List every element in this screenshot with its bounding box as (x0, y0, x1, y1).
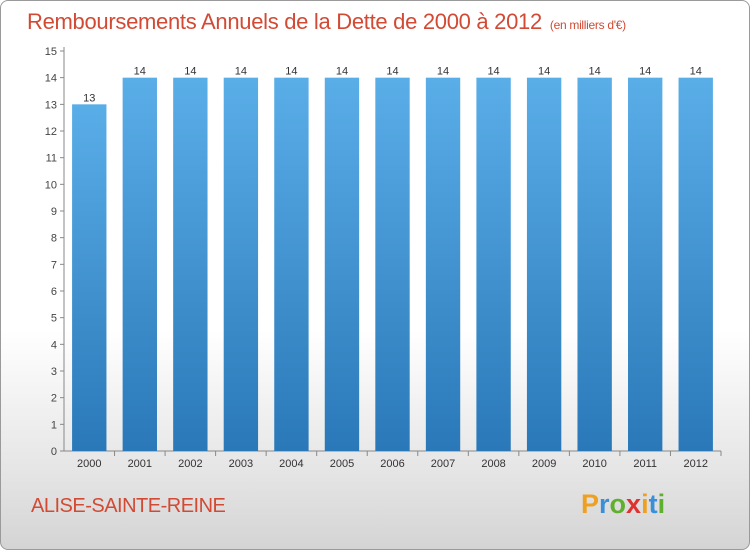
x-tick-label: 2012 (683, 458, 707, 470)
x-tick-label: 2008 (481, 458, 505, 470)
city-name: ALISE-SAINTE-REINE (31, 495, 226, 517)
chart-title-text: Remboursements Annuels de la Dette de 20… (27, 9, 542, 34)
y-tick-label: 11 (46, 153, 57, 165)
bar-value-label: 14 (336, 66, 348, 78)
bar (122, 77, 157, 452)
y-tick-label: 4 (51, 339, 57, 351)
bar-value-label: 14 (639, 66, 651, 78)
y-tick-label: 10 (45, 179, 57, 191)
x-tick-label: 2010 (582, 458, 606, 470)
bar (628, 77, 663, 452)
bar-value-label: 14 (134, 66, 146, 78)
y-tick-label: 5 (51, 313, 57, 325)
bar-value-label: 14 (235, 66, 247, 78)
y-tick-label: 12 (45, 126, 57, 138)
proxiti-logo[interactable]: Proxiti (581, 489, 665, 520)
y-tick-label: 1 (51, 419, 57, 431)
y-tick-label: 8 (51, 233, 57, 245)
y-tick-label: 0 (51, 446, 57, 458)
chart-title: Remboursements Annuels de la Dette de 20… (27, 9, 626, 35)
x-tick-label: 2004 (279, 458, 303, 470)
x-tick-label: 2001 (128, 458, 152, 470)
x-tick-label: 2003 (229, 458, 253, 470)
y-tick-label: 13 (45, 99, 57, 111)
x-tick-label: 2007 (431, 458, 455, 470)
y-tick-label: 14 (45, 73, 57, 85)
logo-letter: r (599, 489, 610, 519)
y-tick-label: 3 (51, 366, 57, 378)
logo-letter: x (626, 489, 642, 519)
bar-value-label: 14 (386, 66, 398, 78)
bar (72, 104, 107, 451)
bar-value-label: 13 (83, 92, 95, 104)
logo-letter: P (581, 489, 600, 519)
y-tick-label: 15 (45, 46, 57, 58)
bar-value-label: 14 (437, 66, 449, 78)
bar (476, 77, 511, 452)
logo-letter: o (609, 489, 627, 519)
bar (324, 77, 360, 452)
bar-value-label: 14 (538, 66, 550, 78)
logo-letter: i (641, 489, 649, 519)
x-tick-label: 2011 (633, 458, 657, 470)
bar-value-label: 14 (184, 66, 196, 78)
bar-value-label: 14 (589, 66, 601, 78)
logo-letter: t (648, 489, 658, 519)
bar-value-label: 14 (690, 66, 702, 78)
x-tick-label: 2002 (178, 458, 202, 470)
bar (526, 77, 562, 452)
x-tick-label: 2006 (380, 458, 404, 470)
bar (274, 77, 309, 452)
logo-letter: i (657, 489, 666, 519)
x-tick-label: 2000 (77, 458, 101, 470)
bar-value-label: 14 (487, 66, 499, 78)
y-tick-label: 7 (51, 259, 57, 271)
bar (173, 77, 208, 452)
y-tick-label: 6 (51, 286, 57, 298)
bar (577, 77, 612, 452)
bar (223, 77, 259, 452)
bar (425, 77, 461, 452)
x-tick-label: 2009 (532, 458, 556, 470)
bar (678, 77, 713, 452)
y-tick-label: 9 (51, 206, 57, 218)
y-tick-label: 2 (51, 393, 57, 405)
chart-subtitle: (en milliers d'€) (549, 18, 626, 32)
bar-value-label: 14 (285, 66, 297, 78)
bar (375, 77, 410, 452)
x-tick-label: 2005 (330, 458, 354, 470)
